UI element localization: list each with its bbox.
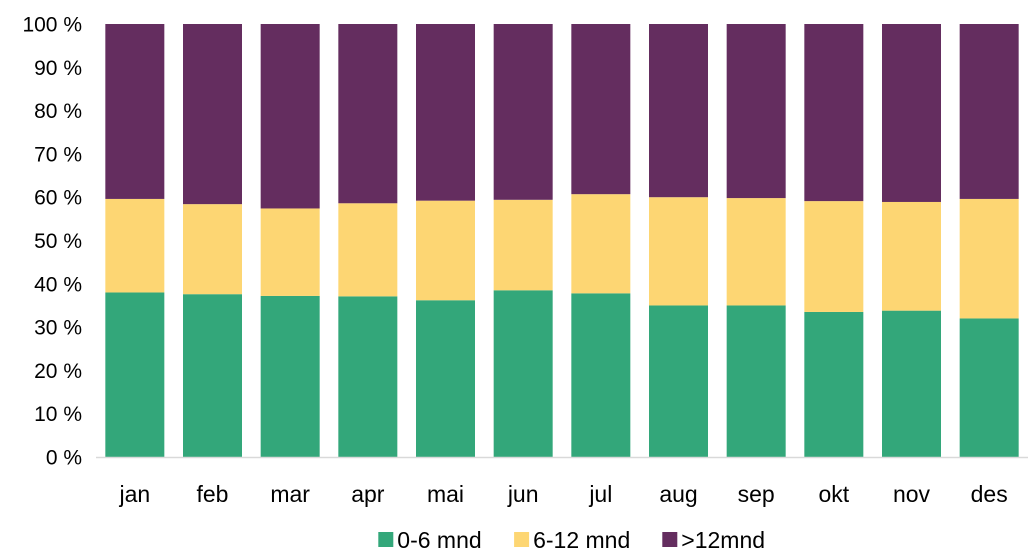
bar-segment-jun-s0	[493, 290, 553, 457]
bar-stack-mai	[416, 24, 475, 457]
bar-segment-des-s2	[959, 24, 1019, 199]
legend-item-1: 6-12 mnd	[514, 527, 630, 553]
bar-segment-apr-s0	[338, 296, 398, 457]
bar-segment-nov-s1	[882, 201, 941, 311]
y-tick-label: 10 %	[34, 403, 82, 426]
y-tick-label: 30 %	[34, 317, 82, 340]
bar-stack-okt	[804, 24, 864, 457]
x-axis-category-labels: jan feb mar apr mai jun jul aug sep okt nov des	[118, 481, 1007, 507]
bar-segment-des-s1	[959, 198, 1019, 319]
x-category-label-mar: mar	[270, 481, 310, 507]
bar-segment-nov-s0	[882, 310, 941, 457]
bar-segment-jan-s1	[105, 198, 165, 293]
bar-segment-feb-s0	[183, 294, 242, 457]
bars-layer	[105, 24, 1019, 457]
x-category-label-okt: okt	[818, 481, 849, 507]
bar-stack-jan	[105, 24, 165, 457]
bar-segment-sep-s1	[726, 198, 786, 306]
bar-stack-mar	[260, 24, 320, 457]
bar-stack-jun	[493, 24, 553, 457]
legend-swatch	[662, 532, 678, 547]
legend-swatch	[378, 532, 394, 547]
bar-segment-aug-s0	[649, 305, 708, 457]
y-tick-label: 90 %	[34, 57, 82, 80]
bar-stack-aug	[649, 24, 708, 457]
bar-stack-des	[959, 24, 1019, 457]
bar-segment-jan-s0	[105, 292, 165, 457]
bar-stack-jul	[571, 24, 631, 457]
legend-item-2: >12mnd	[662, 527, 765, 553]
y-tick-label: 70 %	[34, 143, 82, 166]
x-category-label-nov: nov	[893, 481, 931, 507]
legend-label: >12mnd	[681, 527, 765, 553]
bar-stack-feb	[183, 24, 242, 457]
x-category-label-aug: aug	[659, 481, 697, 507]
x-category-label-apr: apr	[351, 481, 385, 507]
bar-segment-jul-s1	[571, 194, 631, 294]
legend-swatch	[514, 532, 530, 547]
bar-segment-mai-s1	[416, 200, 475, 301]
x-category-label-des: des	[971, 481, 1008, 507]
legend-label: 6-12 mnd	[533, 527, 630, 553]
bar-segment-okt-s0	[804, 311, 864, 457]
bar-segment-okt-s2	[804, 24, 864, 202]
bar-segment-mai-s2	[416, 24, 475, 201]
bar-stack-nov	[882, 24, 941, 457]
bar-segment-jul-s2	[571, 24, 631, 195]
bar-segment-aug-s1	[649, 197, 708, 306]
bar-segment-mai-s0	[416, 300, 475, 457]
bar-segment-feb-s2	[183, 24, 242, 205]
y-tick-label: 80 %	[34, 100, 82, 123]
y-axis-tick-labels: 0 % 10 % 20 % 30 % 40 % 50 % 60 % 70 % 80 % 90 % 1…	[22, 14, 82, 470]
x-category-label-feb: feb	[197, 481, 229, 507]
bar-segment-jul-s0	[571, 293, 631, 457]
bar-stack-sep	[726, 24, 786, 457]
y-tick-label: 40 %	[34, 273, 82, 296]
bar-segment-mar-s2	[260, 24, 320, 209]
bar-segment-nov-s2	[882, 24, 941, 202]
x-category-label-mai: mai	[427, 481, 464, 507]
y-tick-label: 100 %	[22, 14, 82, 37]
y-tick-label: 60 %	[34, 187, 82, 210]
bar-segment-sep-s0	[726, 305, 786, 457]
legend-label: 0-6 mnd	[397, 527, 481, 553]
bar-segment-aug-s2	[649, 24, 708, 198]
bar-segment-mar-s1	[260, 208, 320, 296]
bar-segment-feb-s1	[183, 204, 242, 295]
x-category-label-jul: jul	[588, 481, 612, 507]
bar-segment-jun-s2	[493, 24, 553, 200]
bar-segment-jan-s2	[105, 24, 165, 199]
bar-segment-sep-s2	[726, 24, 786, 199]
y-tick-label: 20 %	[34, 360, 82, 383]
bar-segment-okt-s1	[804, 201, 864, 312]
bar-stack-apr	[338, 24, 398, 457]
y-tick-label: 0 %	[46, 447, 82, 470]
bar-segment-apr-s2	[338, 24, 398, 204]
legend: 0-6 mnd 6-12 mnd >12mnd	[378, 527, 765, 553]
bar-segment-mar-s0	[260, 295, 320, 457]
legend-item-0: 0-6 mnd	[378, 527, 482, 553]
y-tick-label: 50 %	[34, 230, 82, 253]
x-category-label-sep: sep	[738, 481, 775, 507]
bar-segment-des-s0	[959, 318, 1019, 457]
bar-segment-jun-s1	[493, 199, 553, 291]
x-category-label-jan: jan	[118, 481, 150, 507]
bar-segment-apr-s1	[338, 203, 398, 297]
x-category-label-jun: jun	[507, 481, 539, 507]
